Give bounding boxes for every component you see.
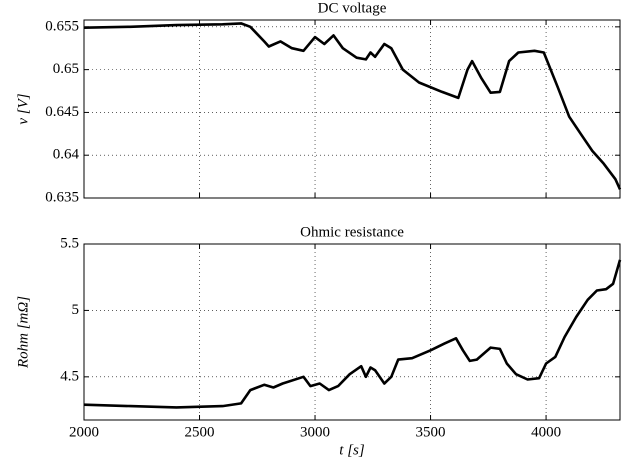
x-tick-label: 2500: [185, 424, 215, 440]
y-tick-label: 5: [72, 302, 80, 318]
axes-frame: [83, 243, 621, 421]
x-axis-label: t [s]: [339, 442, 365, 458]
chart-title: Ohmic resistance: [300, 224, 404, 240]
chart-title: DC voltage: [318, 0, 387, 16]
x-tick-label: 3000: [300, 424, 330, 440]
x-tick-label: 4000: [531, 424, 561, 440]
axes-frame: [83, 19, 621, 199]
y-axis-label: Rohm [mΩ]: [15, 296, 31, 369]
y-tick-label: 0.645: [45, 104, 79, 120]
y-tick-label: 0.65: [53, 61, 79, 77]
data-line: [83, 22, 622, 190]
y-tick-label: 4.5: [60, 368, 79, 384]
y-tick-label: 0.635: [45, 189, 79, 205]
x-tick-label: 2000: [69, 424, 99, 440]
plot-area: [84, 244, 620, 420]
data-line: [83, 259, 622, 409]
x-tick-label: 3500: [416, 424, 446, 440]
y-tick-label: 5.5: [60, 235, 79, 251]
plot-area: [84, 20, 620, 198]
y-tick-label: 0.64: [53, 147, 80, 163]
y-tick-label: 0.655: [45, 18, 79, 34]
y-axis-label: v [V]: [15, 93, 31, 124]
